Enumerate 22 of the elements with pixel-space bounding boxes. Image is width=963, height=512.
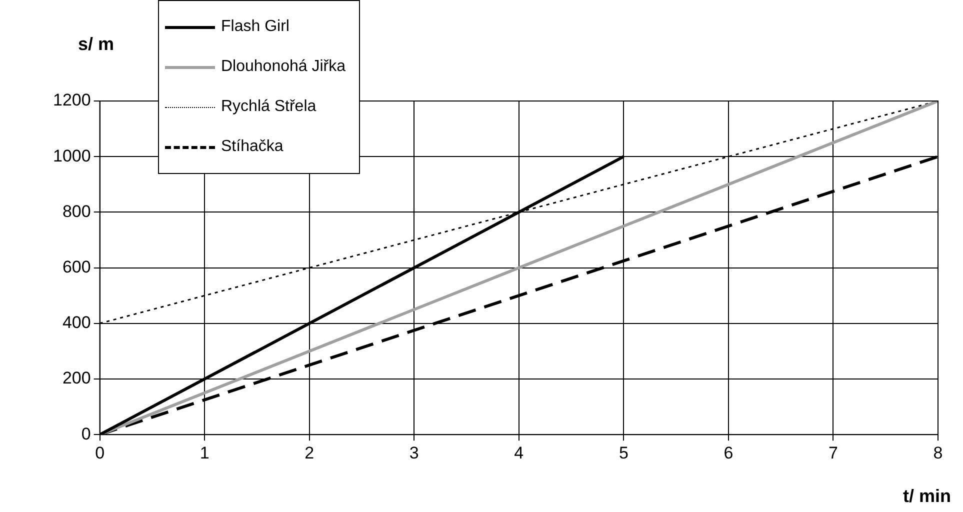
y-tick-label: 600 [62, 257, 91, 276]
y-tick-label: 0 [81, 424, 91, 444]
x-tick-label: 7 [828, 443, 838, 462]
x-tick-label: 4 [514, 443, 524, 462]
x-tick-label: 3 [409, 443, 419, 462]
x-tick-label: 8 [933, 443, 943, 462]
y-axis-title: s/ m [78, 34, 114, 55]
legend-label: Dlouhonohá Jiřka [221, 58, 346, 76]
y-tick-label: 400 [62, 313, 91, 332]
x-tick-label: 5 [618, 443, 628, 462]
y-tick-label: 1000 [52, 146, 91, 166]
y-tick-label: 200 [62, 368, 91, 388]
x-tick-label: 1 [200, 443, 210, 462]
x-tick-label: 6 [724, 443, 734, 462]
y-tick-label: 1200 [52, 90, 91, 110]
legend-label: Flash Girl [221, 18, 290, 36]
legend-label: Rychlá Střela [221, 98, 316, 116]
y-tick-label: 800 [62, 202, 91, 221]
x-tick-label: 2 [304, 443, 314, 462]
x-tick-label: 0 [95, 443, 105, 462]
legend-label: Stíhačka [221, 138, 284, 156]
x-axis-title: t/ min [903, 486, 951, 507]
